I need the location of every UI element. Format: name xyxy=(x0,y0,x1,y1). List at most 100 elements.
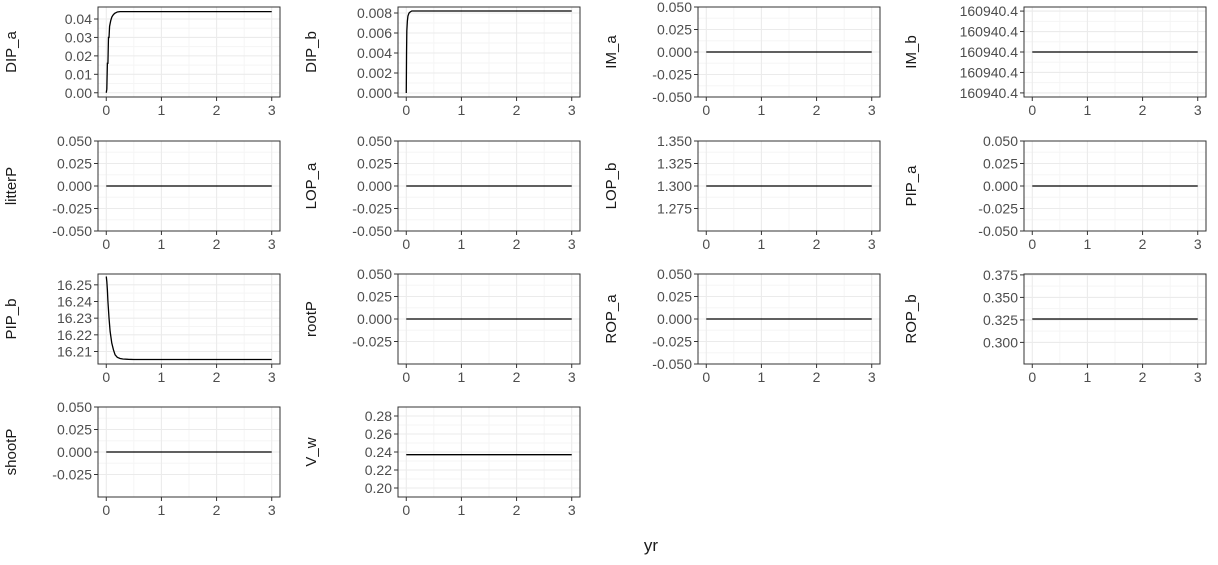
y-tick-label: 0.050 xyxy=(657,0,692,15)
y-tick-label: 1.300 xyxy=(657,178,692,194)
x-tick-label: 2 xyxy=(1139,369,1147,385)
x-tick-label: 2 xyxy=(513,102,521,118)
y-axis-label: litterP xyxy=(3,167,20,205)
y-tick-label: 16.24 xyxy=(57,294,92,310)
y-tick-label: 0.04 xyxy=(65,11,92,27)
x-tick-label: 3 xyxy=(868,236,876,252)
y-tick-label: 0.050 xyxy=(357,266,392,282)
x-tick-label: 1 xyxy=(458,369,466,385)
x-tick-label: 3 xyxy=(568,236,576,252)
x-tick-label: 2 xyxy=(213,102,221,118)
y-axis-label: ROP_b xyxy=(903,294,920,343)
y-tick-label: 160940.4 xyxy=(960,3,1019,19)
y-tick-label: 0.300 xyxy=(983,334,1018,350)
panel-border xyxy=(397,406,581,498)
panel-shootp: 0 1 2 3 -0.025 0.000 0.025 0.050 shootP xyxy=(3,399,281,518)
y-tick-label: 0.000 xyxy=(57,444,92,460)
y-tick-label: 0.22 xyxy=(365,462,392,478)
x-tick-label: 2 xyxy=(813,236,821,252)
y-tick-label: 16.21 xyxy=(57,344,92,360)
y-tick-label: -0.050 xyxy=(52,223,92,239)
x-tick-label: 2 xyxy=(513,369,521,385)
y-tick-label: 0.000 xyxy=(357,311,392,327)
panel-pip-a: 0 1 2 3 -0.050 -0.025 0.000 0.025 0.050 PIP_a xyxy=(903,133,1207,252)
y-tick-label: 0.325 xyxy=(983,312,1018,328)
y-tick-label: -0.050 xyxy=(352,223,392,239)
x-tick-label: 1 xyxy=(458,502,466,518)
y-tick-label: -0.025 xyxy=(652,67,692,83)
y-axis-label: shootP xyxy=(3,429,20,476)
x-tick-label: 3 xyxy=(268,502,276,518)
panel-border xyxy=(97,140,281,232)
y-axis-label: IM_a xyxy=(603,35,620,69)
y-tick-label: 0.025 xyxy=(983,156,1018,172)
y-tick-label: 0.006 xyxy=(357,25,392,41)
x-tick-label: 2 xyxy=(513,502,521,518)
y-tick-label: 0.350 xyxy=(983,289,1018,305)
x-tick-label: 3 xyxy=(268,102,276,118)
x-tick-label: 1 xyxy=(1084,236,1092,252)
panel-rootp: 0 1 2 3 -0.025 0.000 0.025 0.050 rootP xyxy=(303,266,581,385)
x-tick-label: 2 xyxy=(813,369,821,385)
panel-border xyxy=(397,273,581,365)
x-tick-label: 3 xyxy=(568,369,576,385)
y-axis-label: V_w xyxy=(303,437,320,466)
y-tick-label: 0.375 xyxy=(983,267,1018,283)
x-tick-label: 0 xyxy=(1028,236,1036,252)
panel-litterp: 0 1 2 3 -0.050 -0.025 0.000 0.025 0.050 litterP xyxy=(3,133,281,252)
panel-lop-b: 0 1 2 3 1.275 1.300 1.325 1.350 LOP_b xyxy=(603,133,881,252)
y-tick-label: 0.002 xyxy=(357,65,392,81)
series-line-pip-b xyxy=(105,276,272,361)
y-tick-label: 160940.4 xyxy=(960,64,1019,80)
panel-border xyxy=(1023,140,1207,232)
y-tick-label: 0.008 xyxy=(357,5,392,21)
y-tick-label: 0.050 xyxy=(357,133,392,149)
y-tick-label: -0.025 xyxy=(652,334,692,350)
y-tick-label: 0.28 xyxy=(365,408,392,424)
x-tick-label: 0 xyxy=(102,102,110,118)
y-tick-label: 0.000 xyxy=(657,311,692,327)
y-tick-label: 0.050 xyxy=(57,399,92,415)
y-tick-label: 0.000 xyxy=(983,178,1018,194)
x-tick-label: 1 xyxy=(1084,369,1092,385)
y-tick-label: 0.000 xyxy=(657,44,692,60)
x-tick-label: 2 xyxy=(213,502,221,518)
y-tick-label: 0.24 xyxy=(365,444,392,460)
y-tick-label: 0.26 xyxy=(365,426,392,442)
panel-border xyxy=(397,6,581,98)
panel-border xyxy=(697,273,881,365)
x-tick-label: 2 xyxy=(1139,236,1147,252)
x-tick-label: 3 xyxy=(1194,102,1202,118)
x-tick-label: 0 xyxy=(402,236,410,252)
y-tick-label: 0.025 xyxy=(657,22,692,38)
x-tick-label: 0 xyxy=(702,102,710,118)
x-tick-label: 3 xyxy=(568,102,576,118)
panel-border xyxy=(397,140,581,232)
panel-border xyxy=(697,6,881,98)
y-tick-label: -0.025 xyxy=(352,334,392,350)
y-tick-label: 0.050 xyxy=(57,133,92,149)
series-line-dip-b xyxy=(405,10,572,94)
x-tick-label: 1 xyxy=(158,236,166,252)
x-tick-label: 3 xyxy=(268,236,276,252)
panel-im-a: 0 1 2 3 -0.050 -0.025 0.000 0.025 0.050 IM_a xyxy=(603,0,881,118)
panel-border xyxy=(97,406,281,498)
y-tick-label: 1.350 xyxy=(657,133,692,149)
x-tick-label: 0 xyxy=(402,102,410,118)
panel-border xyxy=(1023,273,1207,365)
y-tick-label: 160940.4 xyxy=(960,85,1019,101)
y-tick-label: 0.004 xyxy=(357,45,392,61)
y-axis-label: rootP xyxy=(303,301,320,337)
panel-border xyxy=(1023,6,1207,98)
series-line-dip-a xyxy=(105,10,272,93)
y-tick-label: 0.20 xyxy=(365,480,392,496)
x-tick-label: 1 xyxy=(758,236,766,252)
x-tick-label: 0 xyxy=(102,502,110,518)
panel-lop-a: 0 1 2 3 -0.050 -0.025 0.000 0.025 0.050 LOP_a xyxy=(303,133,581,252)
y-tick-label: 0.03 xyxy=(65,29,92,45)
y-tick-label: -0.025 xyxy=(352,201,392,217)
y-tick-label: 0.025 xyxy=(357,156,392,172)
y-tick-label: -0.050 xyxy=(978,223,1018,239)
